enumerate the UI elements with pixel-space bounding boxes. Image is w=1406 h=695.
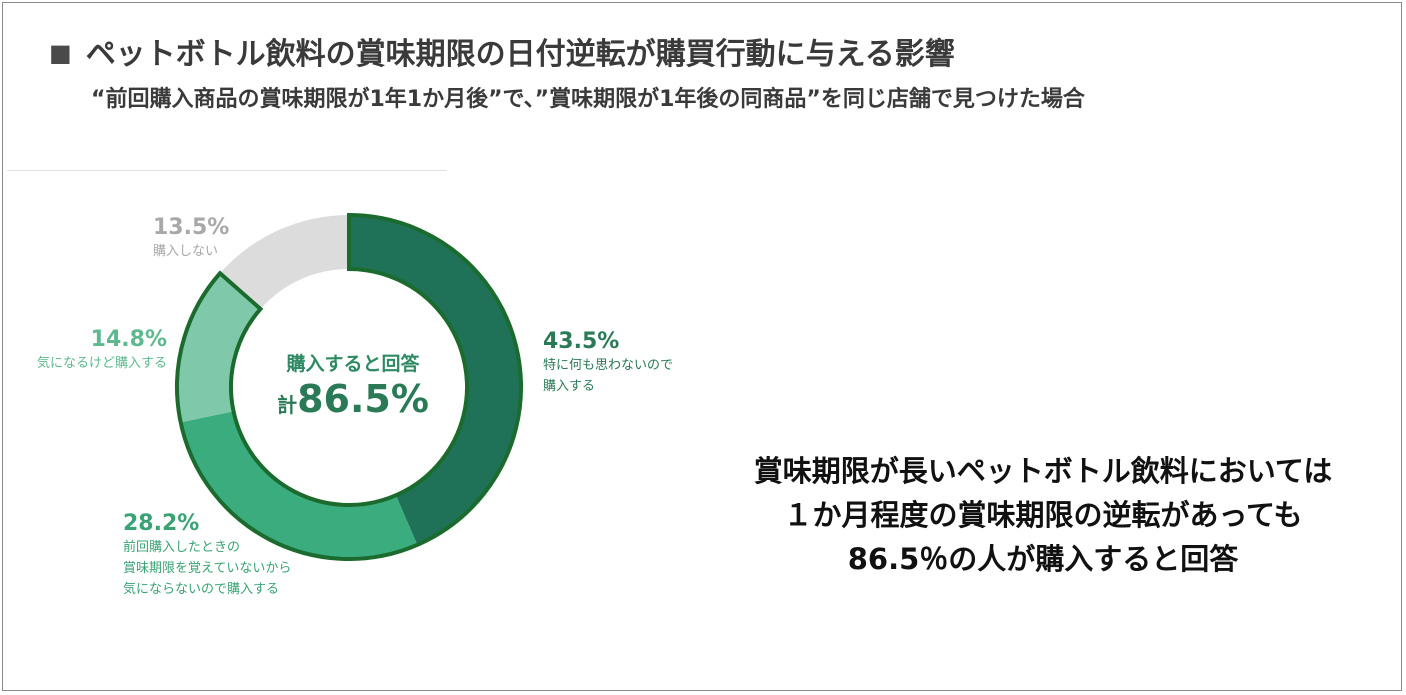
slice-label-2-line-3: 気にならないので購入する [123, 582, 280, 597]
donut-chart [175, 212, 523, 561]
slice-label-2-percent: 28.2% [123, 511, 200, 536]
slice-label-1-line-1: 特に何も思わないので [543, 358, 674, 373]
donut-center-heading: 購入すると回答 [286, 353, 420, 375]
donut-slice-3 [177, 273, 261, 423]
donut-slice-1 [349, 215, 522, 545]
slice-label-4: 13.5% 購入しない [153, 215, 229, 262]
callout-line-1: 賞味期限が長いペットボトル飲料においては [753, 454, 1333, 488]
slice-label-2-line-2: 賞味期限を覚えていないから [123, 561, 292, 576]
slice-label-4-line-1: 購入しない [153, 244, 219, 259]
slice-label-1: 43.5% 特に何も思わないので 購入する [543, 329, 673, 397]
slice-label-1-percent: 43.5% [543, 329, 620, 354]
slice-label-1-line-2: 購入する [543, 379, 596, 394]
slide-title-text: ペットボトル飲料の賞味期限の日付逆転が購買行動に与える影響 [85, 37, 955, 72]
slice-label-2-line-1: 前回購入したときの [123, 540, 241, 555]
donut-center-total: 計86.5% [243, 377, 463, 421]
slice-label-2: 28.2% 前回購入したときの 賞味期限を覚えていないから 気にならないので購入… [123, 511, 291, 600]
donut-slice-4 [219, 215, 349, 309]
slice-label-3-percent: 14.8% [90, 327, 167, 352]
donut-slice-2 [180, 411, 418, 559]
slice-label-3: 14.8% 気になるけど購入する [17, 327, 167, 374]
slice-label-3-line-1: 気になるけど購入する [36, 356, 167, 371]
slide-title: ■ ペットボトル飲料の賞味期限の日付逆転が購買行動に与える影響 [49, 29, 955, 73]
total-prefix: 計 [277, 393, 298, 417]
callout-line-2: １か月程度の賞味期限の逆転があっても [783, 498, 1303, 532]
total-value: 86.5% [297, 377, 429, 421]
slice-label-4-percent: 13.5% [153, 215, 230, 240]
purchase-group-outline [175, 212, 523, 561]
callout-line-3: 86.5％の人が購入すると回答 [847, 542, 1239, 576]
divider-line [7, 170, 447, 171]
slide-subtitle: “前回購入商品の賞味期限が1年1か月後”で、”賞味期限が1年後の同商品”を同じ店… [91, 87, 1085, 112]
square-bullet-icon: ■ [49, 39, 72, 67]
callout-text: 賞味期限が長いペットボトル飲料においては １か月程度の賞味期限の逆転があっても … [693, 449, 1393, 581]
